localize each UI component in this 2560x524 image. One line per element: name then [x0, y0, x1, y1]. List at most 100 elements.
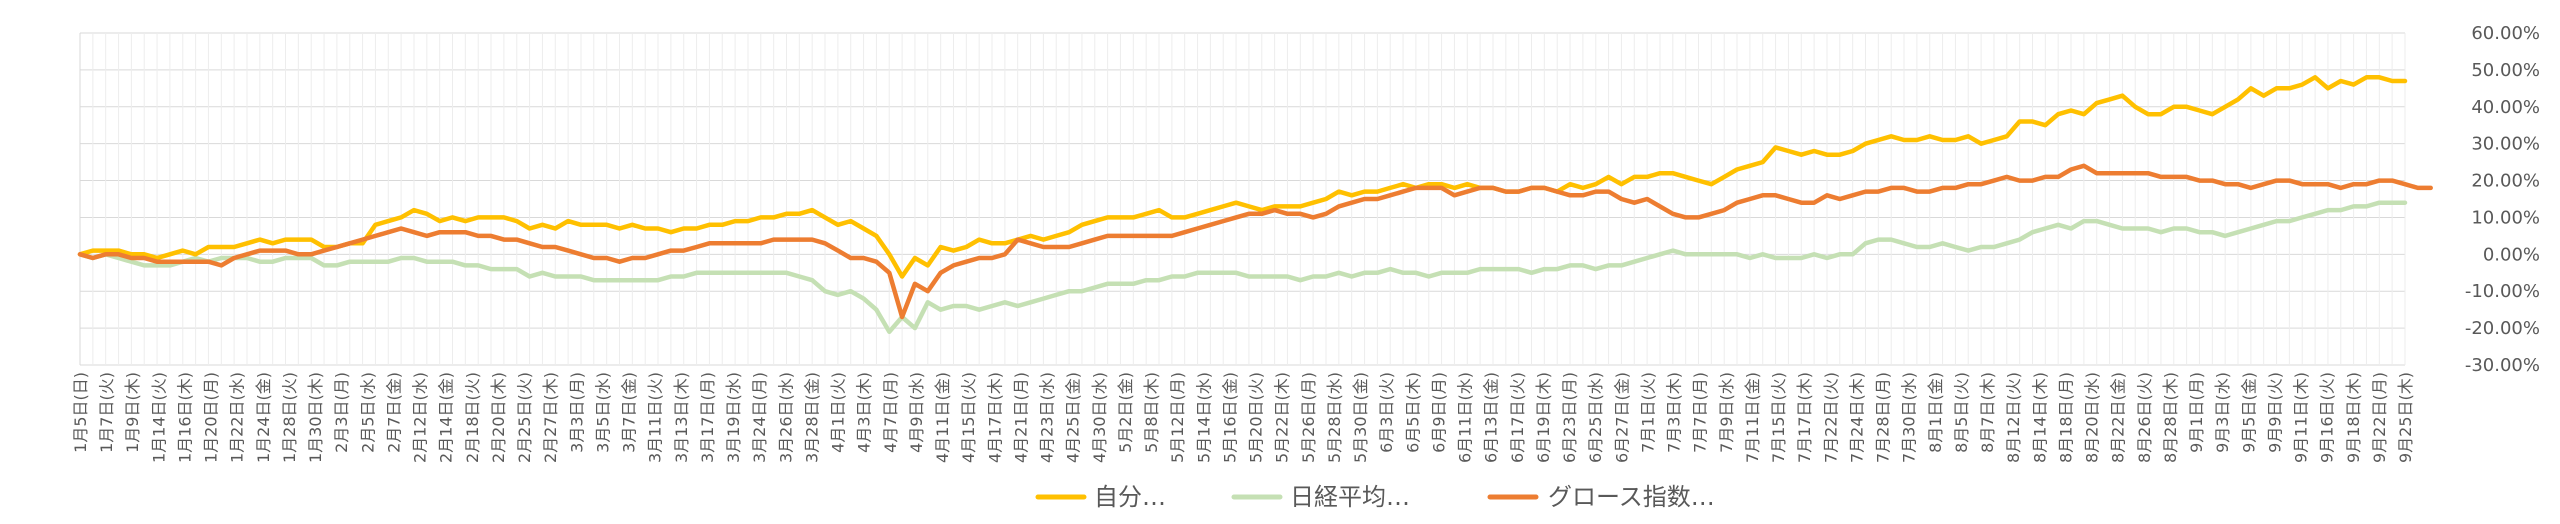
x-tick-label: 2月14日(金) — [437, 372, 456, 463]
x-tick-label: 4月17日(木) — [985, 372, 1004, 463]
x-tick-label: 8月18日(月) — [2056, 372, 2075, 463]
x-tick-label: 2月20日(木) — [489, 372, 508, 463]
series-line-0 — [77, 75, 2408, 279]
y-tick-label: 50.00% — [2471, 60, 2540, 81]
x-tick-label: 5月26日(月) — [1299, 372, 1318, 463]
x-tick-label: 7月30日(水) — [1900, 372, 1919, 463]
x-tick-label: 8月12日(火) — [2004, 372, 2023, 463]
x-tick-label: 4月23日(水) — [1038, 372, 1057, 463]
x-tick-label: 8月5日(火) — [1952, 372, 1971, 453]
x-tick-label: 7月3日(木) — [1665, 372, 1684, 453]
x-tick-label: 4月9日(水) — [907, 372, 926, 453]
x-tick-label: 3月7日(金) — [620, 372, 639, 453]
x-tick-label: 4月15日(火) — [959, 372, 978, 463]
y-tick-label: -20.00% — [2465, 318, 2540, 339]
x-tick-label: 5月22日(木) — [1273, 372, 1292, 463]
x-tick-label: 5月14日(水) — [1194, 372, 1213, 463]
x-tick-label: 5月2日(金) — [1116, 372, 1135, 453]
y-tick-label: -10.00% — [2465, 281, 2540, 302]
x-tick-label: 9月11日(木) — [2292, 372, 2311, 463]
y-tick-label: 20.00% — [2471, 171, 2540, 192]
x-tick-label: 9月16日(火) — [2318, 372, 2337, 463]
x-tick-label: 8月22日(金) — [2109, 372, 2128, 463]
x-tick-label: 3月5日(水) — [593, 372, 612, 453]
x-tick-label: 8月26日(火) — [2135, 372, 2154, 463]
gridlines — [79, 32, 2406, 366]
legend: 自分… 日経平均… グロース指数… — [1035, 483, 1715, 511]
y-tick-label: -30.00% — [2465, 355, 2540, 376]
x-tick-label: 6月23日(月) — [1560, 372, 1579, 463]
x-tick-label: 6月19日(木) — [1534, 372, 1553, 463]
x-tick-label: 2月12日(水) — [411, 372, 430, 463]
y-tick-label: 10.00% — [2471, 207, 2540, 228]
x-tick-label: 6月11日(水) — [1456, 372, 1475, 463]
x-tick-label: 4月30日(水) — [1090, 372, 1109, 463]
legend-label-0: 自分… — [1094, 483, 1166, 511]
x-tick-label: 7月24日(木) — [1847, 372, 1866, 463]
series-line-2 — [77, 163, 2433, 320]
x-tick-label: 3月17日(月) — [698, 372, 717, 463]
y-tick-label: 0.00% — [2483, 244, 2540, 265]
x-tick-label: 1月5日(日) — [71, 372, 90, 453]
x-tick-label: 6月27日(金) — [1612, 372, 1631, 463]
x-tick-label: 1月30日(木) — [306, 372, 325, 463]
x-tick-label: 8月14日(木) — [2030, 372, 2049, 463]
x-tick-label: 6月9日(月) — [1429, 372, 1448, 453]
series-line-1 — [77, 200, 2408, 335]
x-tick-label: 4月1日(火) — [829, 372, 848, 453]
x-tick-label: 3月19日(水) — [724, 372, 743, 463]
x-tick-label: 1月24日(金) — [254, 372, 273, 463]
x-tick-label: 2月5日(水) — [358, 372, 377, 453]
y-tick-label: 60.00% — [2471, 23, 2540, 44]
y-axis-ticks: 60.00% 50.00% 40.00% 30.00% 20.00% 10.00% 0.00… — [2465, 23, 2540, 376]
legend-label-1: 日経平均… — [1290, 483, 1410, 511]
x-tick-label: 9月22日(月) — [2370, 372, 2389, 463]
x-tick-label: 8月28日(木) — [2161, 372, 2180, 463]
x-tick-label: 2月27日(木) — [541, 372, 560, 463]
x-tick-label: 7月7日(月) — [1691, 372, 1710, 453]
x-tick-label: 1月9日(木) — [123, 372, 142, 453]
x-tick-label: 4月11日(金) — [933, 372, 952, 463]
x-tick-label: 2月25日(火) — [515, 372, 534, 463]
series-lines — [77, 75, 2433, 335]
x-tick-label: 5月28日(水) — [1325, 372, 1344, 463]
x-tick-label: 1月20日(月) — [202, 372, 221, 463]
x-tick-label: 7月17日(木) — [1795, 372, 1814, 463]
x-axis-ticks: 1月5日(日) 1月7日(火) 1月9日(木) 1月14日(火) 1月16日(木) 1月2… — [71, 372, 2415, 463]
x-tick-label: 5月20日(火) — [1247, 372, 1266, 463]
x-tick-label: 1月14日(火) — [149, 372, 168, 463]
x-tick-label: 3月26日(水) — [776, 372, 795, 463]
x-tick-label: 5月16日(金) — [1220, 372, 1239, 463]
x-tick-label: 7月1日(火) — [1638, 372, 1657, 453]
x-tick-label: 9月5日(金) — [2239, 372, 2258, 453]
x-tick-label: 3月11日(火) — [646, 372, 665, 463]
x-tick-label: 4月3日(木) — [855, 372, 874, 453]
x-tick-label: 3月28日(金) — [802, 372, 821, 463]
x-tick-label: 5月8日(木) — [1142, 372, 1161, 453]
x-tick-label: 7月22日(火) — [1821, 372, 1840, 463]
x-tick-label: 3月3日(月) — [567, 372, 586, 453]
x-tick-label: 9月9日(火) — [2265, 372, 2284, 453]
x-tick-label: 7月11日(金) — [1743, 372, 1762, 463]
x-tick-label: 9月1日(月) — [2187, 372, 2206, 453]
x-tick-label: 6月5日(木) — [1403, 372, 1422, 453]
x-tick-label: 8月20日(水) — [2083, 372, 2102, 463]
x-tick-label: 3月13日(木) — [672, 372, 691, 463]
x-tick-label: 2月7日(金) — [384, 372, 403, 453]
x-tick-label: 7月9日(水) — [1717, 372, 1736, 453]
x-tick-label: 2月18日(火) — [463, 372, 482, 463]
x-tick-label: 5月12日(月) — [1168, 372, 1187, 463]
x-tick-label: 4月25日(金) — [1064, 372, 1083, 463]
x-tick-label: 6月17日(火) — [1508, 372, 1527, 463]
y-tick-label: 30.00% — [2471, 134, 2540, 155]
x-tick-label: 7月28日(月) — [1874, 372, 1893, 463]
x-tick-label: 4月21日(月) — [1011, 372, 1030, 463]
x-tick-label: 6月25日(水) — [1586, 372, 1605, 463]
x-tick-label: 9月25日(木) — [2396, 372, 2415, 463]
x-tick-label: 2月3日(月) — [332, 372, 351, 453]
legend-label-2: グロース指数… — [1548, 483, 1715, 511]
x-tick-label: 5月30日(金) — [1351, 372, 1370, 463]
x-tick-label: 7月15日(火) — [1769, 372, 1788, 463]
